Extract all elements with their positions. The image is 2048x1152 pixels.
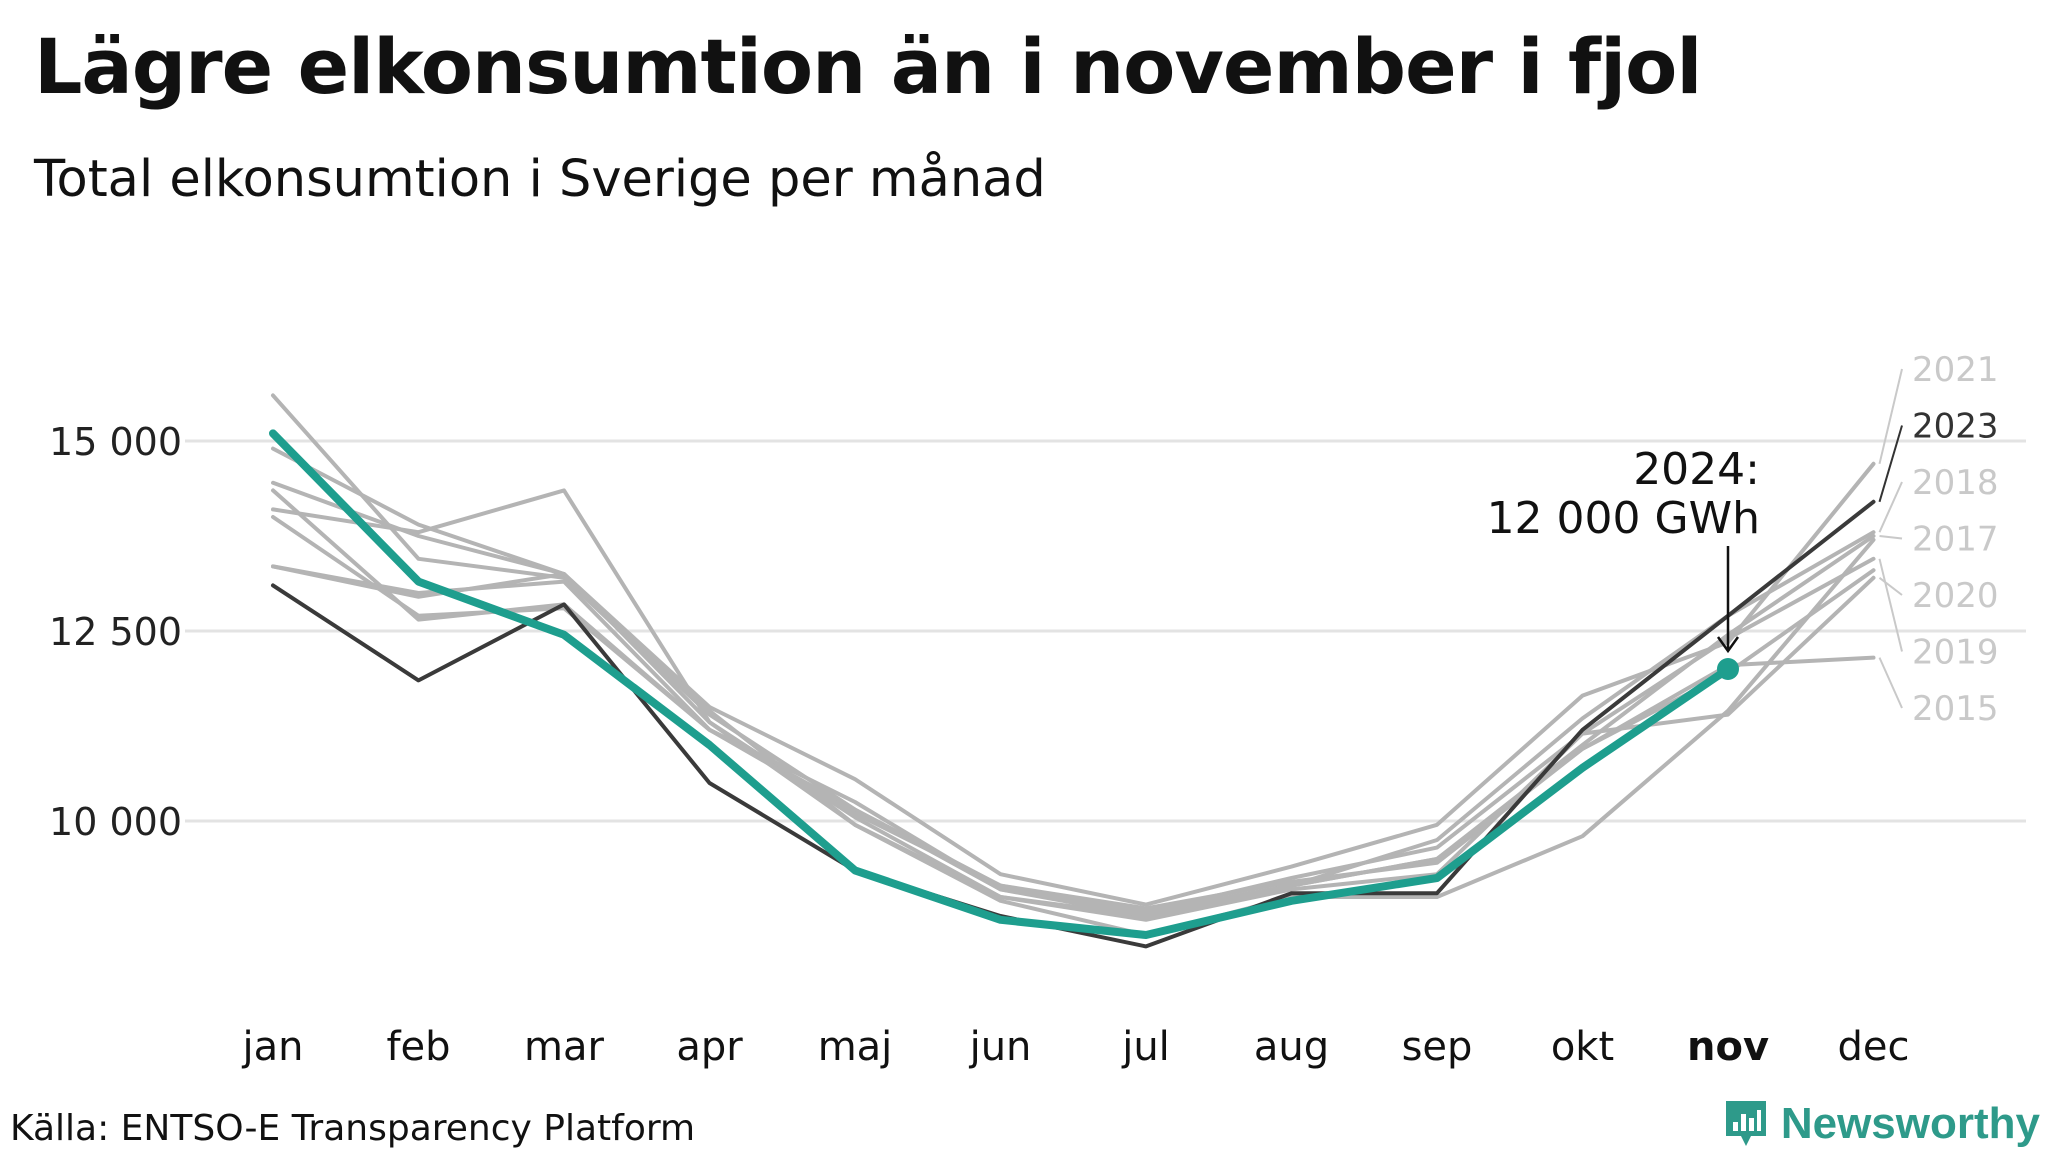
series-label-2023: 2023 — [1912, 407, 1999, 447]
label-leader-2017 — [1879, 535, 1903, 540]
x-tick-label: nov — [1687, 1024, 1769, 1070]
brand-name: Newsworthy — [1780, 1099, 2040, 1148]
chart-bars-icon — [1725, 1101, 1766, 1146]
series-line-2024 — [269, 429, 1732, 939]
x-tick-label: maj — [818, 1024, 893, 1070]
x-tick-label: sep — [1402, 1024, 1473, 1070]
chart-title: Lägre elkonsumtion än i november i fjol — [34, 22, 1702, 111]
x-tick-label: feb — [386, 1024, 450, 1070]
annotation-year: 2024: — [1633, 444, 1760, 495]
series-line-2020 — [271, 564, 1876, 922]
chart-subtitle: Total elkonsumtion i Sverige per månad — [34, 150, 1046, 209]
annotation-arrow-head — [1716, 636, 1740, 654]
label-leader-2015 — [1878, 657, 1903, 709]
x-tick-label: jun — [969, 1024, 1032, 1070]
x-tick-label: apr — [676, 1024, 743, 1070]
highlight-point — [1717, 658, 1739, 680]
x-tick-label: jul — [1121, 1024, 1170, 1070]
x-axis-ticks: jan feb mar apr maj jun jul aug sep okt nov dec — [242, 1024, 1910, 1070]
series-label-2019: 2019 — [1912, 633, 1999, 673]
label-leader-2020 — [1878, 577, 1903, 596]
series-label-2015: 2015 — [1912, 689, 1999, 729]
annotation-value: 12 000 GWh — [1487, 493, 1760, 544]
series-line-2019 — [271, 515, 1876, 915]
gridlines — [185, 439, 2026, 823]
series-label-2020: 2020 — [1912, 576, 1999, 616]
y-axis-ticks: 10 000 12 500 15 000 — [49, 420, 182, 844]
y-tick-label: 10 000 — [49, 800, 182, 844]
series-line-2016 — [271, 488, 1876, 918]
x-tick-label: okt — [1551, 1024, 1614, 1070]
label-leader-2019 — [1878, 558, 1903, 652]
series-line-2022 — [271, 480, 1876, 937]
y-tick-label: 15 000 — [49, 420, 182, 464]
x-tick-label: dec — [1838, 1024, 1910, 1070]
series-label-2017: 2017 — [1912, 520, 1999, 560]
series-label-2018: 2018 — [1912, 463, 1999, 503]
line-chart: 10 000 12 500 15 000 jan feb mar apr maj jun jul… — [49, 350, 2026, 1070]
series-lines — [269, 393, 1876, 949]
y-tick-label: 12 500 — [49, 610, 182, 654]
label-leader-2018 — [1878, 481, 1903, 533]
x-tick-label: aug — [1254, 1024, 1329, 1070]
label-leader-2021 — [1878, 368, 1903, 465]
x-tick-label: mar — [524, 1024, 604, 1070]
source-note: Källa: ENTSO-E Transparency Platform — [10, 1108, 696, 1149]
annotation: 2024:12 000 GWh — [1487, 444, 1760, 680]
label-leader-2023 — [1878, 425, 1903, 503]
brand-logo: Newsworthy — [1723, 1098, 2040, 1150]
series-label-2021: 2021 — [1912, 350, 1999, 390]
series-labels: 2021 2023 2018 2017 2020 2019 2015 — [1878, 350, 1999, 729]
series-line-2018 — [271, 393, 1876, 918]
x-tick-label: jan — [242, 1024, 304, 1070]
